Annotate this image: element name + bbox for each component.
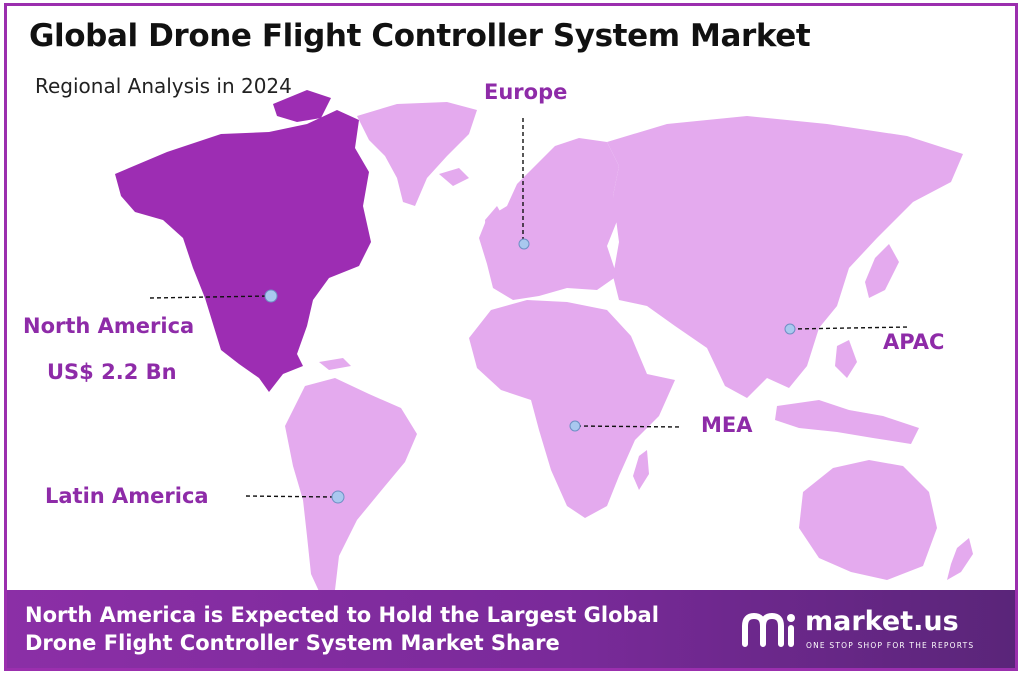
greenland-shape: [357, 102, 477, 206]
japan-shape: [865, 244, 899, 298]
latin-america-label: Latin America: [45, 484, 209, 508]
canadian-islands-shape: [273, 90, 331, 122]
latin-america-marker: [331, 490, 345, 504]
south-america-shape: [285, 378, 417, 600]
mea-leader-line: [576, 425, 682, 428]
footer-line-2: Drone Flight Controller System Market Sh…: [25, 631, 560, 655]
footer-headline: North America is Expected to Hold the La…: [25, 601, 725, 657]
footer-line-1: North America is Expected to Hold the La…: [25, 603, 659, 627]
madagascar-shape: [633, 450, 649, 490]
north-america-label: North America: [23, 314, 195, 338]
europe-marker: [518, 238, 530, 250]
apac-label: APAC: [883, 330, 945, 354]
brand-name: market.us: [805, 606, 959, 637]
apac-marker: [784, 323, 796, 335]
europe-label: Europe: [484, 80, 568, 104]
page-subtitle: Regional Analysis in 2024: [35, 74, 292, 98]
north-america-leader-line: [149, 295, 270, 299]
north-america-shape: [115, 110, 371, 392]
north-america-marker: [264, 289, 278, 303]
philippines-shape: [835, 340, 857, 378]
latin-america-leader-line: [245, 495, 334, 498]
british-isles-shape: [485, 206, 505, 244]
brand-logo: market.us ONE STOP SHOP FOR THE REPORTS: [739, 606, 989, 656]
north-america-value: US$ 2.2 Bn: [47, 360, 177, 384]
iceland-shape: [439, 168, 469, 186]
mea-marker: [569, 420, 581, 432]
australia-shape: [799, 460, 937, 580]
apac-leader-line: [790, 326, 910, 330]
world-map: [115, 90, 973, 600]
footer-banner: North America is Expected to Hold the La…: [7, 590, 1015, 668]
asia-shape: [607, 116, 963, 398]
brand-tagline: ONE STOP SHOP FOR THE REPORTS: [806, 641, 975, 650]
infographic-frame: Global Drone Flight Controller System Ma…: [4, 3, 1018, 671]
europe-shape: [479, 138, 619, 300]
caribbean-shape: [319, 358, 351, 370]
se-asia-islands-shape: [775, 400, 919, 444]
new-zealand-shape: [947, 538, 973, 580]
market-us-logo-icon: [742, 612, 795, 647]
mea-label: MEA: [701, 413, 753, 437]
africa-shape: [469, 300, 675, 518]
page-title: Global Drone Flight Controller System Ma…: [29, 18, 811, 54]
